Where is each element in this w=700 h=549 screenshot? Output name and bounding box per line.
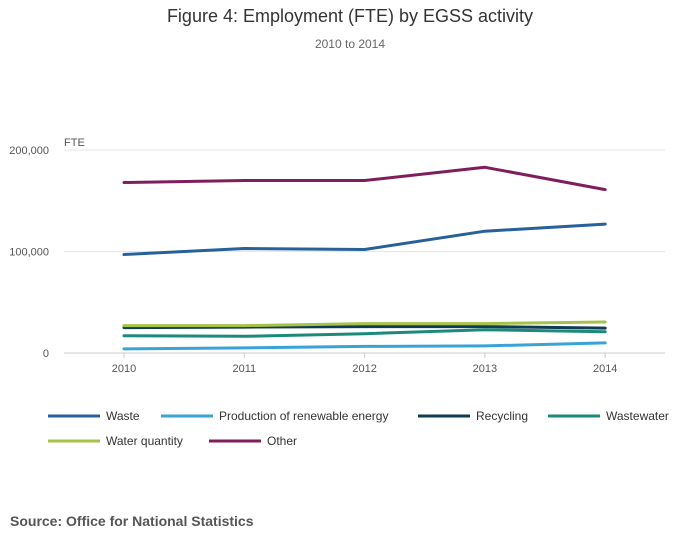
legend-label-wastewater: Wastewater (606, 409, 669, 423)
x-tick-label: 2013 (473, 363, 497, 375)
chart-subtitle: 2010 to 2014 (314, 37, 386, 51)
y-tick-label: 100,000 (9, 247, 49, 259)
y-tick-label: 0 (43, 348, 49, 360)
series-lines (122, 165, 607, 351)
legend-label-production-of-renewable-energy: Production of renewable energy (219, 409, 388, 423)
x-tick-label: 2014 (593, 363, 617, 375)
series-line-wastewater (122, 328, 607, 338)
legend-label-recycling: Recycling (476, 409, 528, 423)
series-line-production-of-renewable-energy (122, 341, 607, 351)
series-line-recycling (122, 325, 607, 330)
axes: 0 100,000 200,000 FTE 2010 2011 2012 2013 2014 (9, 137, 665, 375)
legend: Waste Production of renewable energy Recyc… (48, 409, 669, 448)
legend-label-water-quantity: Water quantity (106, 434, 183, 448)
legend-label-waste: Waste (106, 409, 140, 423)
x-tick-label: 2010 (112, 363, 136, 375)
series-line-other (122, 165, 607, 192)
legend-label-other: Other (267, 434, 297, 448)
chart-title: Figure 4: Employment (FTE) by EGSS activ… (166, 6, 534, 26)
series-line-waste (122, 222, 607, 256)
x-tick-label: 2011 (232, 363, 256, 375)
source-note: Source: Office for National Statistics (10, 513, 254, 529)
series-line-water-quantity (122, 320, 607, 328)
gridlines (64, 149, 665, 252)
y-tick-label: 200,000 (9, 145, 49, 157)
x-tick-label: 2012 (352, 363, 376, 375)
y-axis-label: FTE (64, 137, 85, 149)
